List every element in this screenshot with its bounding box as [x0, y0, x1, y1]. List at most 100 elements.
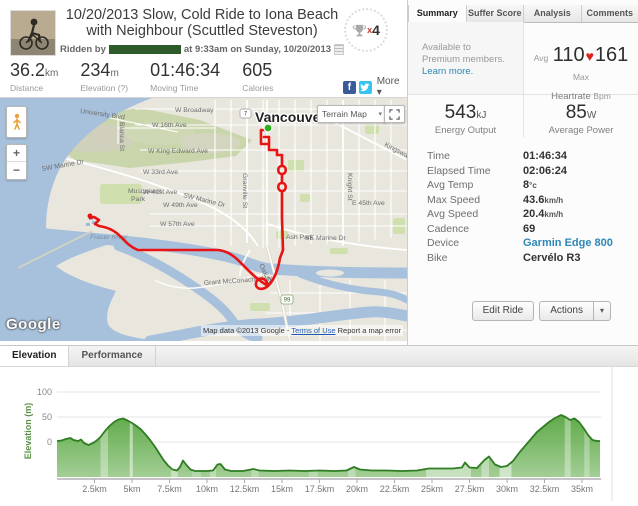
power-unit: W	[587, 110, 596, 121]
detail-label: Time	[427, 150, 450, 162]
energy-unit: kJ	[476, 110, 486, 121]
terms-of-use-link[interactable]: Terms of Use	[291, 326, 335, 335]
zoom-control[interactable]: + −	[6, 144, 27, 180]
power-cell: 85W Average Power	[524, 95, 638, 137]
x-tick-label: 30km	[496, 484, 518, 494]
ridden-by-label: Ridden by	[60, 44, 106, 55]
route-start-marker	[264, 124, 272, 132]
x-tick-label: 20km	[346, 484, 368, 494]
power-label: Average Power	[524, 125, 638, 136]
x-tick-label: 10km	[196, 484, 218, 494]
tab-elevation[interactable]: Elevation	[0, 346, 69, 366]
pegman-icon	[12, 113, 22, 131]
rider-name-redacted[interactable]	[109, 45, 181, 54]
x-tick-label: 17.5km	[305, 484, 335, 494]
twitter-icon[interactable]	[359, 81, 372, 94]
detail-value: 01:46:34	[523, 150, 567, 162]
detail-row: Device Garmin Edge 800	[408, 237, 638, 252]
map-attribution: Map data ©2013 Google - Terms of Use Rep…	[201, 325, 403, 336]
energy-cell: 543kJ Energy Output	[408, 95, 524, 137]
street-label: W King Edward Ave	[148, 148, 208, 155]
panel-buttons: Edit Ride Actions ▾	[472, 301, 611, 321]
x-tick-label: 7.5km	[157, 484, 182, 494]
power-value: 85	[566, 102, 587, 123]
detail-unit: °c	[529, 181, 537, 190]
tab-analysis[interactable]: Analysis	[523, 5, 581, 22]
google-logo[interactable]: Google	[6, 316, 61, 333]
tab-comments[interactable]: Comments	[581, 5, 638, 22]
more-menu[interactable]: More ▾	[377, 76, 407, 98]
x-tick-label: 2.5km	[82, 484, 107, 494]
ride-datetime: at 9:33am on Sunday, 10/20/2013	[184, 44, 331, 55]
detail-row: Avg Temp 8°c	[408, 179, 638, 194]
zoom-out-button[interactable]: −	[7, 162, 26, 178]
tab-suffer-score[interactable]: Suffer Score	[466, 5, 524, 22]
street-label: Granville St	[241, 173, 248, 208]
map-type-dropdown[interactable]: Terrain Map▾	[317, 105, 387, 123]
detail-value: 20.4km/h	[523, 208, 563, 220]
hr-max-label: Max	[573, 72, 589, 82]
street-label: Park	[131, 196, 146, 203]
tab-summary[interactable]: Summary	[408, 5, 466, 23]
x-tick-label: 35km	[571, 484, 593, 494]
fullscreen-icon	[389, 109, 400, 120]
detail-unit: km/h	[544, 196, 563, 205]
actions-caret-button[interactable]: ▾	[594, 301, 611, 321]
rider-photo	[10, 10, 56, 56]
zoom-in-button[interactable]: +	[7, 145, 26, 162]
street-label: E 45th Ave	[352, 200, 385, 207]
x-tick-label: 22.5km	[380, 484, 410, 494]
chevron-down-icon: ▾	[378, 110, 382, 118]
street-label: Blanca St	[118, 122, 125, 151]
x-tick-label: 25km	[421, 484, 443, 494]
cyclist-photo-image	[11, 11, 55, 55]
street-label: W 33rd Ave	[143, 169, 178, 176]
energy-label: Energy Output	[408, 125, 523, 136]
device-link[interactable]: Garmin Edge 800	[523, 237, 613, 249]
premium-upsell: Available to Premium members. Learn more…	[408, 22, 524, 95]
detail-value: 8°c	[523, 179, 537, 191]
x-tick-label: 32.5km	[530, 484, 560, 494]
facebook-icon[interactable]: f	[343, 81, 356, 94]
actions-button[interactable]: Actions	[539, 301, 594, 321]
heartrate-cell: Avg 110♥161 Max Heartrate Bpm	[524, 22, 638, 95]
detail-label: Device	[427, 237, 459, 249]
y-tick-label: 50	[42, 412, 52, 422]
achievements-count: 4	[372, 22, 380, 38]
detail-value: Cervélo R3	[523, 252, 580, 264]
report-map-error-link[interactable]: Report a map error	[338, 326, 401, 335]
street-label: Knight St	[346, 173, 353, 201]
city-label: Vancouver	[255, 109, 326, 125]
street-label: Ash Park	[286, 234, 314, 241]
x-tick-label: 5km	[123, 484, 140, 494]
y-axis-title: Elevation (m)	[23, 403, 33, 460]
detail-value: 02:06:24	[523, 165, 567, 177]
learn-more-link[interactable]: Learn more.	[422, 66, 473, 77]
fullscreen-button[interactable]	[384, 105, 405, 123]
edit-ride-button[interactable]: Edit Ride	[472, 301, 535, 321]
detail-unit: km/h	[544, 210, 563, 219]
detail-label: Avg Temp	[427, 179, 473, 191]
heart-icon: ♥	[586, 48, 594, 64]
elevation-area	[57, 415, 600, 477]
y-tick-label: 0	[47, 437, 52, 447]
tab-performance[interactable]: Performance	[69, 346, 155, 366]
trophy-icon	[352, 23, 367, 38]
notes-icon[interactable]	[334, 44, 344, 55]
share-row: f More ▾	[343, 76, 407, 98]
detail-label: Max Speed	[427, 194, 480, 206]
y-tick-label: 100	[37, 387, 52, 397]
pegman-control[interactable]	[6, 106, 27, 138]
detail-label: Cadence	[427, 223, 469, 235]
